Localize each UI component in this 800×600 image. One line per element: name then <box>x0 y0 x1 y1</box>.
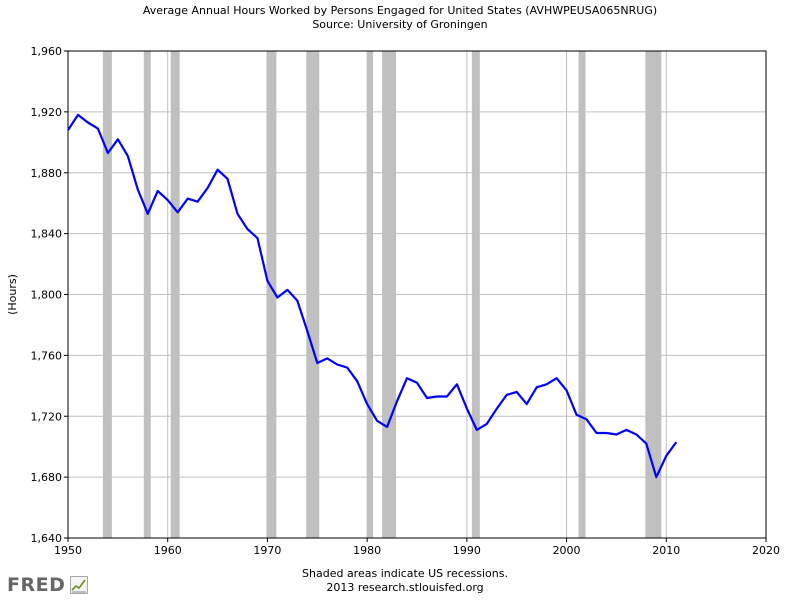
y-tick-label: 1,640 <box>31 532 63 545</box>
x-tick-label: 1950 <box>54 544 82 557</box>
y-tick-label: 1,920 <box>31 106 63 119</box>
y-tick-label: 1,880 <box>31 167 63 180</box>
x-tick-label: 1970 <box>253 544 281 557</box>
x-tick-label: 2010 <box>652 544 680 557</box>
fred-logo: FRED <box>7 574 66 596</box>
x-tick-label: 1980 <box>353 544 381 557</box>
x-tick-label: 1960 <box>154 544 182 557</box>
y-tick-label: 1,840 <box>31 228 63 241</box>
x-tick-label: 1990 <box>453 544 481 557</box>
footer-recession-note: Shaded areas indicate US recessions. <box>302 567 508 580</box>
chart-line-icon <box>70 576 88 594</box>
y-tick-label: 1,960 <box>31 45 63 58</box>
x-axis-ticks: 1950 1960 1970 1980 1990 2000 2010 2020 <box>54 538 780 557</box>
y-tick-label: 1,680 <box>31 471 63 484</box>
y-tick-label: 1,720 <box>31 410 63 423</box>
y-axis-ticks: 1,640 1,680 1,720 1,760 1,800 1,840 1,880 1,920… <box>31 45 68 545</box>
series-layer <box>67 113 678 479</box>
x-tick-label: 2000 <box>553 544 581 557</box>
y-axis-label: (Hours) <box>6 274 19 315</box>
x-tick-label: 2020 <box>752 544 780 557</box>
footer-source: 2013 research.stlouisfed.org <box>326 581 484 594</box>
y-tick-label: 1,760 <box>31 349 63 362</box>
y-tick-label: 1,800 <box>31 289 63 302</box>
chart-subtitle: Source: University of Groningen <box>312 18 488 31</box>
series-line <box>67 113 678 479</box>
chart-title: Average Annual Hours Worked by Persons E… <box>142 4 658 17</box>
